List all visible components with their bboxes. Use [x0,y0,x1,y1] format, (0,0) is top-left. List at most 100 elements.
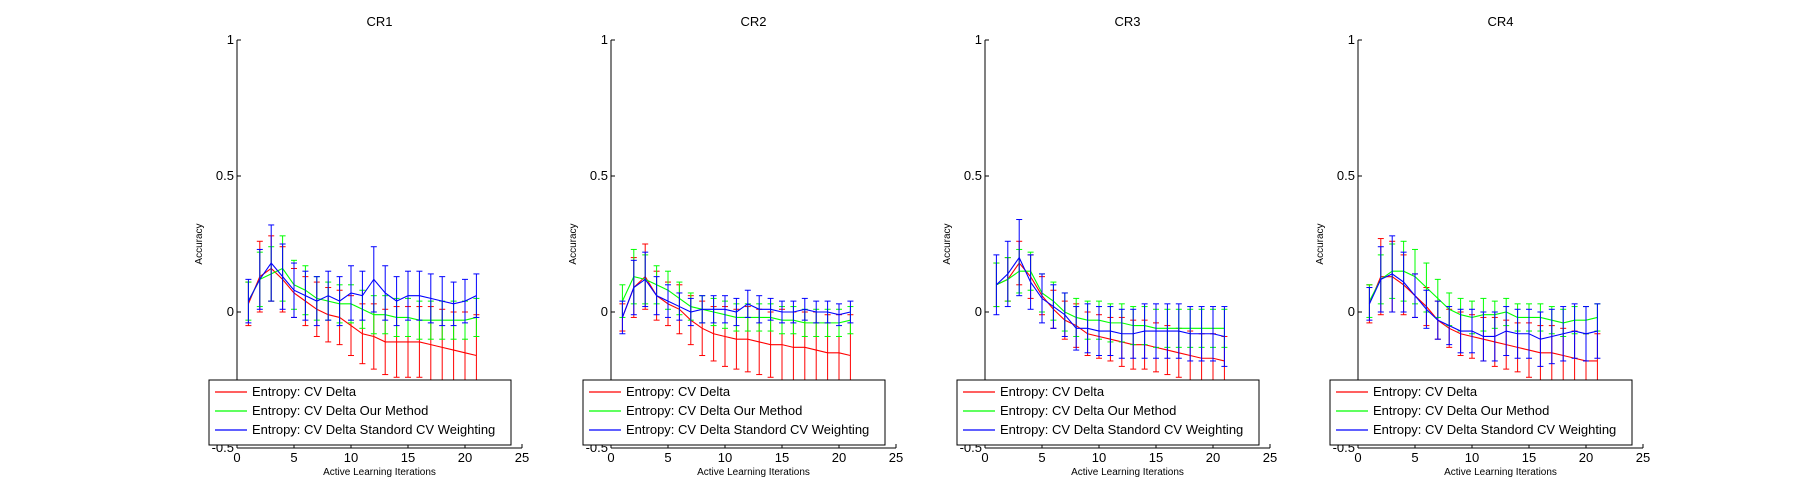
plot-area [1366,235,1601,389]
plot-area [993,219,1228,386]
y-tick-label: 1 [975,32,982,47]
y-tick-label: 0.5 [1337,168,1355,183]
x-tick-label: 0 [233,450,240,465]
legend: Entropy: CV Delta Entropy: CV Delta Our M… [582,379,886,446]
x-tick-label: 20 [1579,450,1593,465]
chart-title: CR3 [1114,14,1140,29]
legend-item: Entropy: CV Delta Standord CV Weighting [1336,422,1616,437]
legend-label: Entropy: CV Delta Our Method [252,403,428,418]
legend-item: Entropy: CV Delta Standord CV Weighting [589,422,869,437]
y-tick-label: 0.5 [590,168,608,183]
series-3 [993,219,1228,367]
legend-item: Entropy: CV Delta [963,384,1105,399]
x-tick-label: 0 [981,450,988,465]
legend: Entropy: CV Delta Entropy: CV Delta Our M… [956,379,1260,446]
legend-label: Entropy: CV Delta Standord CV Weighting [252,422,495,437]
x-tick-label: 5 [1411,450,1418,465]
legend-item: Entropy: CV Delta Our Method [215,403,428,418]
legend-box [582,379,886,446]
series-3 [619,251,854,335]
x-tick-label: 10 [344,450,358,465]
legend-label: Entropy: CV Delta Our Method [626,403,802,418]
y-tick-label: 0.5 [216,168,234,183]
series-line [247,262,477,305]
legend-item: Entropy: CV Delta [589,384,731,399]
x-tick-label: 20 [1206,450,1220,465]
series-line [1368,273,1598,340]
legend-label: Entropy: CV Delta Standord CV Weighting [1373,422,1616,437]
x-tick-label: 15 [1522,450,1536,465]
legend-item: Entropy: CV Delta Our Method [1336,403,1549,418]
x-tick-label: 5 [664,450,671,465]
plot-area [245,224,480,397]
x-axis-label: Active Learning Iterations [323,467,436,478]
x-axis-label: Active Learning Iterations [1071,467,1184,478]
x-tick-label: 0 [1354,450,1361,465]
x-tick-label: 25 [889,450,903,465]
chart-title: CR2 [740,14,766,29]
y-tick-label: 0 [227,304,234,319]
x-tick-label: 5 [1038,450,1045,465]
legend-label: Entropy: CV Delta Our Method [1373,403,1549,418]
x-tick-label: 25 [1636,450,1650,465]
x-tick-label: 15 [1149,450,1163,465]
legend: Entropy: CV Delta Entropy: CV Delta Our M… [208,379,512,446]
series-3 [1366,235,1601,367]
x-tick-label: 25 [515,450,529,465]
x-axis-label: Active Learning Iterations [697,467,810,478]
legend-label: Entropy: CV Delta Standord CV Weighting [1000,422,1243,437]
legend-label: Entropy: CV Delta [252,384,357,399]
legend-label: Entropy: CV Delta [1000,384,1105,399]
legend-item: Entropy: CV Delta Standord CV Weighting [963,422,1243,437]
x-tick-label: 20 [832,450,846,465]
y-tick-label: 1 [227,32,234,47]
chart-title: CR1 [366,14,392,29]
legend-box [956,379,1260,446]
y-axis-label: Accuracy [194,223,205,264]
legend-label: Entropy: CV Delta Our Method [1000,403,1176,418]
x-tick-label: 25 [1263,450,1277,465]
legend: Entropy: CV Delta Entropy: CV Delta Our M… [1329,379,1633,446]
y-tick-label: 0 [975,304,982,319]
x-tick-label: 10 [1092,450,1106,465]
legend-item: Entropy: CV Delta Our Method [589,403,802,418]
x-tick-label: 15 [401,450,415,465]
error-bar [1594,303,1601,359]
series-line [621,275,851,357]
legend-item: Entropy: CV Delta Standord CV Weighting [215,422,495,437]
x-axis-label: Active Learning Iterations [1444,467,1557,478]
x-tick-label: 0 [607,450,614,465]
x-tick-label: 10 [1465,450,1479,465]
legend-item: Entropy: CV Delta [215,384,357,399]
legend-box [208,379,512,446]
series-3 [245,224,480,327]
y-axis-label: Accuracy [942,223,953,264]
x-tick-label: 20 [458,450,472,465]
legend-item: Entropy: CV Delta [1336,384,1478,399]
y-tick-label: 0.5 [964,168,982,183]
y-axis-label: Accuracy [568,223,579,264]
y-axis-label: Accuracy [1315,223,1326,264]
x-tick-label: 10 [718,450,732,465]
chart-title: CR4 [1487,14,1513,29]
legend-box [1329,379,1633,446]
legend-item: Entropy: CV Delta Our Method [963,403,1176,418]
y-tick-label: 1 [1348,32,1355,47]
y-tick-label: 1 [601,32,608,47]
plot-area [619,243,854,397]
series-line [996,256,1225,338]
legend-label: Entropy: CV Delta [626,384,731,399]
series-line [247,267,477,357]
y-tick-label: 0 [601,304,608,319]
series-line [621,278,851,318]
y-tick-label: 0 [1348,304,1355,319]
legend-label: Entropy: CV Delta [1373,384,1478,399]
x-tick-label: 5 [290,450,297,465]
x-tick-label: 15 [775,450,789,465]
legend-label: Entropy: CV Delta Standord CV Weighting [626,422,869,437]
